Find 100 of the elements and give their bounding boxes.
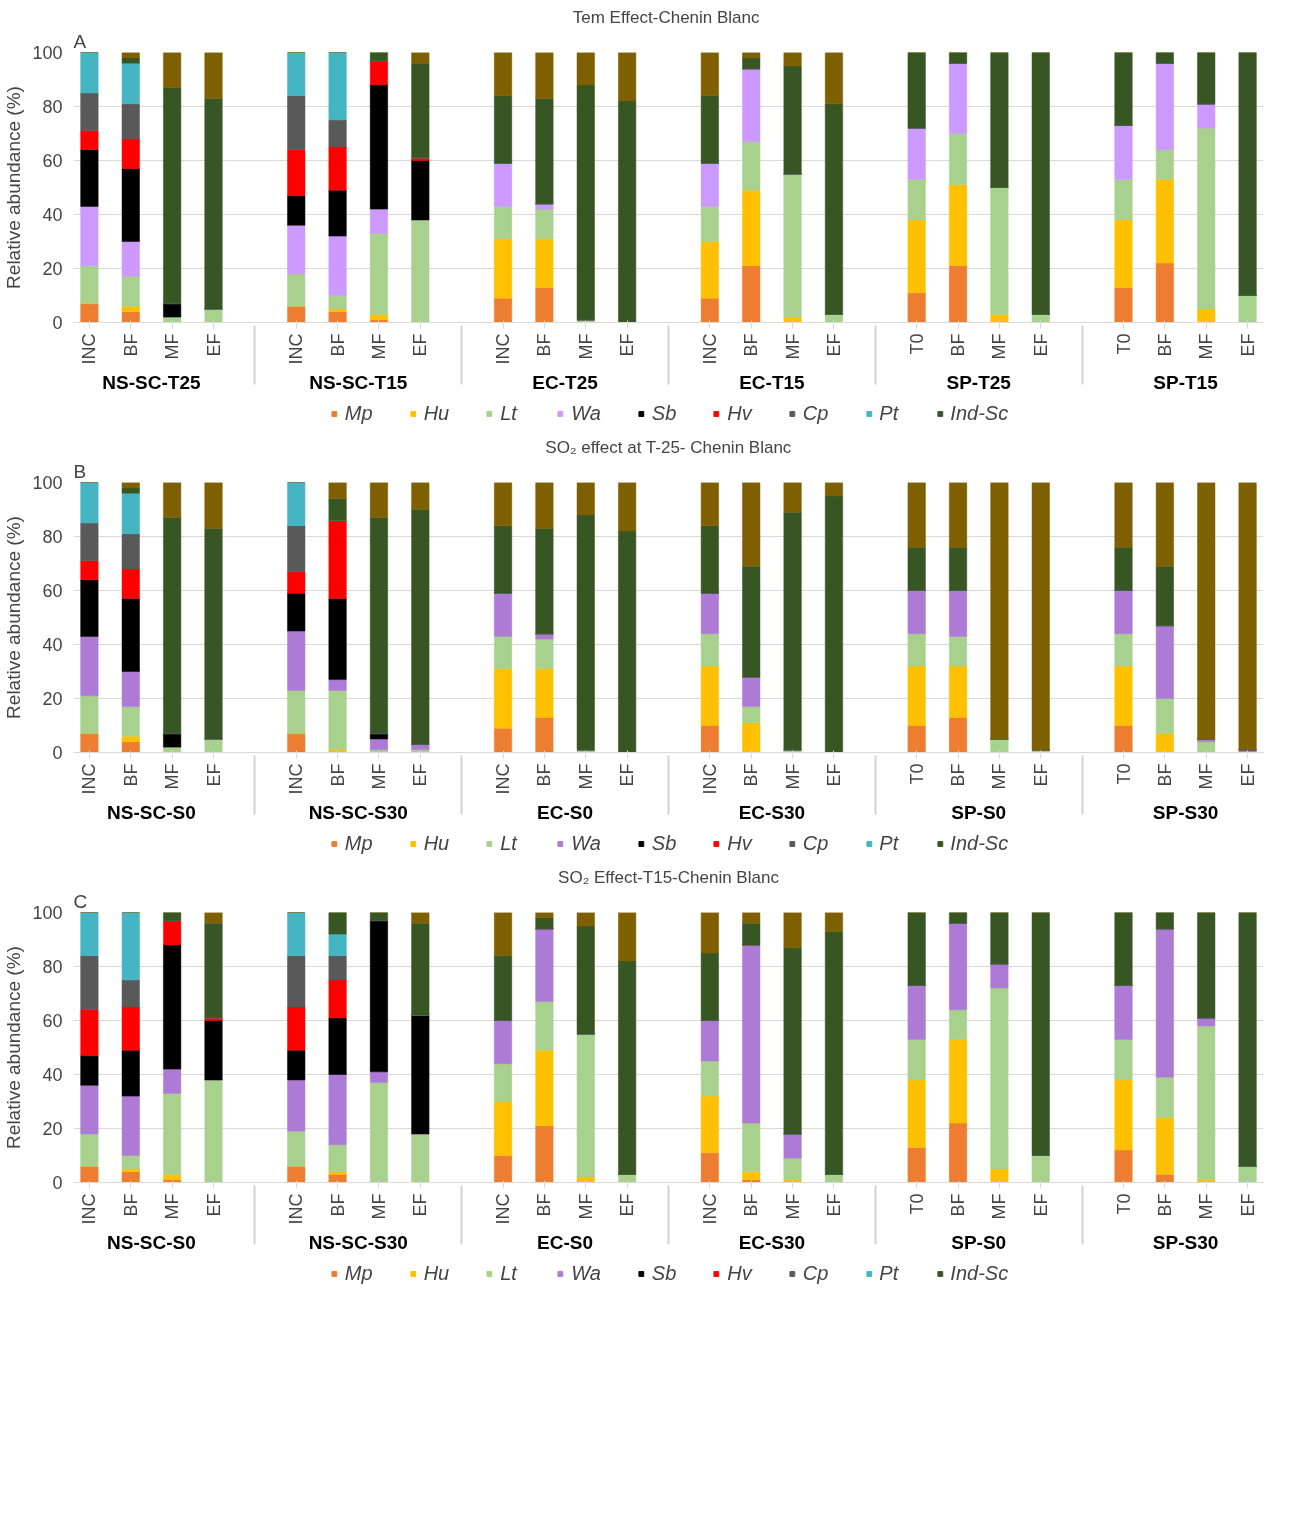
y-tick-label: 20 bbox=[42, 689, 63, 709]
x-tick-label: BF bbox=[741, 333, 762, 357]
x-tick-label: MF bbox=[989, 1193, 1010, 1220]
x-tick-label: INC bbox=[493, 1193, 514, 1225]
text: C bbox=[73, 890, 88, 912]
y-axis-title: Relative abundance (%) bbox=[3, 946, 25, 1149]
x-tick-label: MF bbox=[162, 763, 183, 790]
x-tick-label: INC bbox=[79, 333, 100, 365]
legend-label: Sb bbox=[651, 401, 677, 425]
x-tick-label: INC bbox=[286, 333, 307, 365]
x-tick-label: BF bbox=[1154, 333, 1175, 357]
text: EC-T15 bbox=[739, 372, 806, 394]
x-tick-label: MF bbox=[1196, 1193, 1217, 1220]
y-tick-label: 100 bbox=[32, 903, 63, 923]
legend-label: Hu bbox=[423, 401, 450, 425]
x-tick-label: EF bbox=[823, 763, 844, 787]
y-tick-label: 100 bbox=[32, 43, 63, 63]
x-tick-label: BF bbox=[948, 763, 969, 787]
x-tick-label: BF bbox=[948, 1193, 969, 1217]
legend-label: Mp bbox=[344, 1261, 373, 1285]
y-tick-label: 60 bbox=[42, 1011, 63, 1031]
text: SP-S0 bbox=[951, 1232, 1007, 1254]
x-tick-label: EF bbox=[823, 333, 844, 357]
text: NS-SC-T15 bbox=[309, 372, 408, 394]
y-tick-label: 0 bbox=[52, 313, 63, 333]
legend-label: Wa bbox=[571, 1261, 601, 1285]
legend-label: Pt bbox=[879, 831, 900, 855]
text: SP-S30 bbox=[1152, 1232, 1219, 1254]
x-tick-label: INC bbox=[699, 1193, 720, 1225]
x-tick-label: MF bbox=[1196, 333, 1217, 360]
x-tick-label: MF bbox=[575, 763, 596, 790]
x-tick-label: T0 bbox=[906, 333, 927, 355]
legend-label: Ind-Sc bbox=[950, 1261, 1009, 1285]
legend-label: Wa bbox=[571, 401, 601, 425]
legend-label: Mp bbox=[344, 401, 373, 425]
text: B bbox=[73, 460, 87, 482]
legend-label: Pt bbox=[879, 401, 900, 425]
legend-label: Lt bbox=[500, 1261, 519, 1285]
x-tick-label: BF bbox=[327, 1193, 348, 1217]
y-tick-label: 0 bbox=[52, 1173, 63, 1193]
y-tick-label: 40 bbox=[42, 1065, 63, 1085]
x-tick-label: EF bbox=[203, 1193, 224, 1217]
x-tick-label: EF bbox=[1237, 763, 1258, 787]
legend-label: Sb bbox=[651, 831, 677, 855]
x-tick-label: MF bbox=[1196, 763, 1217, 790]
x-tick-label: INC bbox=[493, 763, 514, 795]
x-tick-label: MF bbox=[989, 763, 1010, 790]
legend-label: Cp bbox=[802, 831, 829, 855]
x-tick-label: BF bbox=[534, 1193, 555, 1217]
legend-label: Mp bbox=[344, 831, 373, 855]
legend-label: Lt bbox=[500, 831, 519, 855]
x-tick-label: EF bbox=[617, 1193, 638, 1217]
x-tick-label: BF bbox=[327, 763, 348, 787]
x-tick-label: MF bbox=[368, 763, 389, 790]
legend-label: Cp bbox=[802, 401, 829, 425]
legend-label: Lt bbox=[500, 401, 519, 425]
x-tick-label: MF bbox=[782, 1193, 803, 1220]
x-tick-label: MF bbox=[575, 333, 596, 360]
x-tick-label: BF bbox=[534, 763, 555, 787]
legend-label: Ind-Sc bbox=[950, 831, 1009, 855]
x-tick-label: INC bbox=[286, 1193, 307, 1225]
x-tick-label: BF bbox=[534, 333, 555, 357]
y-tick-label: 40 bbox=[42, 205, 63, 225]
chart-title: Tem Effect-Chenin Blanc bbox=[572, 7, 761, 27]
text: SP-T25 bbox=[946, 372, 1012, 394]
x-tick-label: INC bbox=[699, 763, 720, 795]
x-tick-label: BF bbox=[741, 1193, 762, 1217]
x-tick-label: EF bbox=[410, 1193, 431, 1217]
x-tick-label: BF bbox=[327, 333, 348, 357]
x-tick-label: MF bbox=[575, 1193, 596, 1220]
x-tick-label: EF bbox=[1030, 333, 1051, 357]
text: SP-T15 bbox=[1153, 372, 1219, 394]
x-tick-label: BF bbox=[741, 763, 762, 787]
x-tick-label: EF bbox=[1030, 1193, 1051, 1217]
y-tick-label: 80 bbox=[42, 527, 63, 547]
text: NS-SC-S30 bbox=[308, 802, 408, 824]
y-tick-label: 80 bbox=[42, 97, 63, 117]
x-tick-label: EF bbox=[617, 763, 638, 787]
text: NS-SC-T25 bbox=[102, 372, 201, 394]
x-tick-label: EF bbox=[823, 1193, 844, 1217]
x-tick-label: EF bbox=[410, 333, 431, 357]
x-tick-label: BF bbox=[948, 333, 969, 357]
x-tick-label: EF bbox=[410, 763, 431, 787]
legend-label: Cp bbox=[802, 1261, 829, 1285]
y-tick-label: 60 bbox=[42, 151, 63, 171]
text: SP-S30 bbox=[1152, 802, 1219, 824]
text: SP-S0 bbox=[951, 802, 1007, 824]
legend-label: Hv bbox=[727, 1261, 752, 1285]
x-tick-label: T0 bbox=[906, 1193, 927, 1215]
x-tick-label: MF bbox=[989, 333, 1010, 360]
chart-title: SO₂ Effect-T15-Chenin Blanc bbox=[558, 867, 780, 887]
x-tick-label: MF bbox=[162, 1193, 183, 1220]
x-tick-label: T0 bbox=[906, 763, 927, 785]
x-tick-label: EF bbox=[1237, 1193, 1258, 1217]
x-tick-label: BF bbox=[1154, 763, 1175, 787]
legend-label: Hu bbox=[423, 831, 450, 855]
x-tick-label: MF bbox=[782, 333, 803, 360]
x-tick-label: BF bbox=[120, 333, 141, 357]
x-tick-label: MF bbox=[368, 333, 389, 360]
x-tick-label: MF bbox=[368, 1193, 389, 1220]
